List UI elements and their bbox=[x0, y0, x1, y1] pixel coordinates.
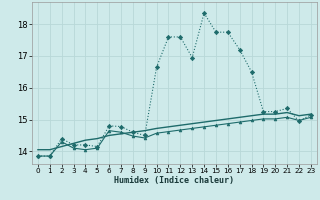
X-axis label: Humidex (Indice chaleur): Humidex (Indice chaleur) bbox=[115, 176, 234, 185]
